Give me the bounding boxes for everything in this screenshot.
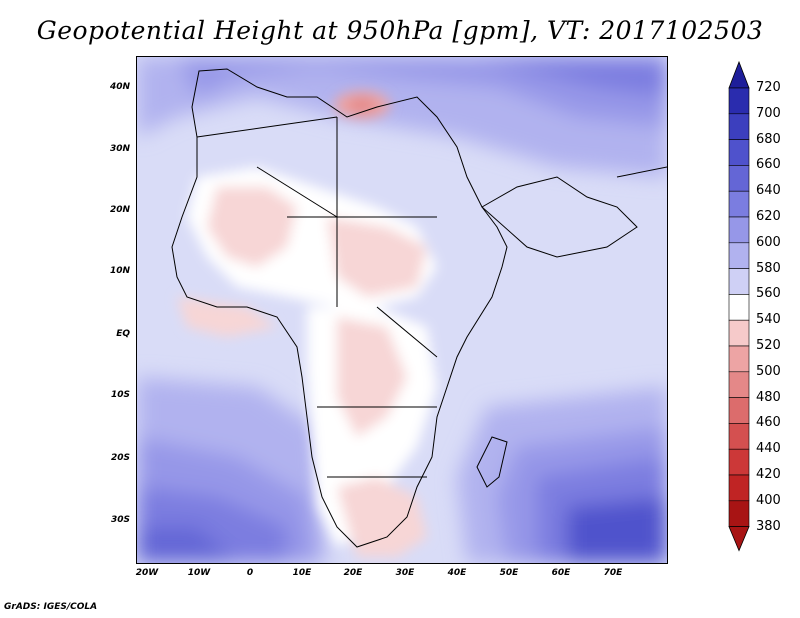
north-band-3 (477, 57, 667, 97)
colorbar-segment (728, 345, 750, 373)
colorbar-segment (728, 216, 750, 244)
west-sahara-low (207, 187, 297, 267)
lon-label-10w: 10W (187, 568, 211, 578)
colorbar-label: 620 (756, 209, 781, 224)
colorbar-label: 560 (756, 286, 781, 302)
africa-coastline (171, 68, 508, 548)
map-panel[interactable] (136, 56, 668, 564)
colorbar-top-arrow (728, 60, 750, 89)
lon-label-40e: 40E (447, 568, 467, 578)
lon-label-70e: 70E (603, 568, 623, 578)
lat-label-40n: 40N (109, 82, 130, 92)
colorbar-label: 420 (756, 467, 781, 482)
colorbar (728, 60, 750, 552)
colorbar-segment (728, 113, 750, 140)
colorbar-label: 640 (756, 183, 781, 199)
colorbar-segment (728, 190, 750, 218)
colorbar-label: 380 (756, 518, 781, 534)
colorbar-segment (728, 474, 750, 502)
geopotential-map (137, 57, 667, 563)
colorbar-segment (728, 87, 750, 115)
colorbar-segment (728, 448, 750, 476)
lat-label-eq: EQ (116, 329, 130, 339)
colorbar-label: 520 (756, 338, 781, 353)
lon-label-10e: 10E (292, 568, 312, 578)
coastlines (171, 68, 667, 548)
chad-low (327, 217, 427, 297)
colorbar-segment (728, 500, 750, 527)
colorbar-label: 720 (756, 80, 781, 95)
madagascar-coastline (476, 436, 508, 488)
colorbar-label: 540 (756, 312, 781, 328)
lon-label-60e: 60E (551, 568, 571, 578)
colorbar-segment (728, 268, 750, 295)
border-2 (256, 166, 338, 218)
colorbar-label: 600 (756, 234, 781, 250)
map-title: Geopotential Height at 950hPa [gpm], VT:… (36, 16, 764, 45)
lon-label-30e: 30E (395, 568, 415, 578)
lat-label-10s: 10S (110, 390, 130, 400)
lat-label-20n: 20N (109, 205, 130, 215)
colorbar-segment (728, 294, 750, 321)
colorbar-label: 440 (756, 441, 781, 457)
colorbar-label: 660 (756, 157, 781, 173)
lon-label-50e: 50E (499, 568, 519, 578)
north-band-2 (177, 57, 667, 127)
colorbar-label: 400 (756, 492, 781, 508)
colorbar-label: 680 (756, 131, 781, 147)
colorbar-label: 480 (756, 389, 781, 405)
southeast-band-4 (567, 497, 667, 563)
colorbar-segment (728, 139, 750, 166)
india-coastline (616, 166, 667, 178)
colorbar-segment (728, 371, 750, 398)
colorbar-segment (728, 397, 750, 424)
arabia-coastline (481, 176, 638, 258)
high-contours (137, 57, 667, 563)
lon-label-20e: 20E (343, 568, 363, 578)
lat-label-10n: 10N (109, 266, 130, 276)
colorbar-label: 700 (756, 105, 781, 121)
colorbar-label: 500 (756, 363, 781, 379)
colorbar-segment (728, 423, 750, 450)
lat-label-30n: 30N (109, 144, 130, 154)
border-1 (196, 116, 338, 138)
grads-credit: GrADS: IGES/COLA (4, 602, 98, 612)
colorbar-label: 580 (756, 260, 781, 276)
colorbar-segment (728, 242, 750, 269)
colorbar-segment (728, 165, 750, 192)
lat-label-20s: 20S (110, 453, 130, 463)
southwest-band-4 (137, 527, 237, 563)
gulf-guinea-low (177, 297, 277, 337)
border-5 (376, 306, 438, 358)
lat-label-30s: 30S (110, 515, 130, 525)
low-contours (177, 91, 437, 557)
lon-label-20w: 20W (135, 568, 159, 578)
lon-label-0: 0 (246, 568, 254, 578)
south-africa-low (337, 477, 427, 557)
mediterranean-low-core (348, 98, 376, 112)
colorbar-segment (728, 319, 750, 347)
colorbar-bottom-arrow (728, 526, 750, 552)
colorbar-label: 460 (756, 415, 781, 431)
